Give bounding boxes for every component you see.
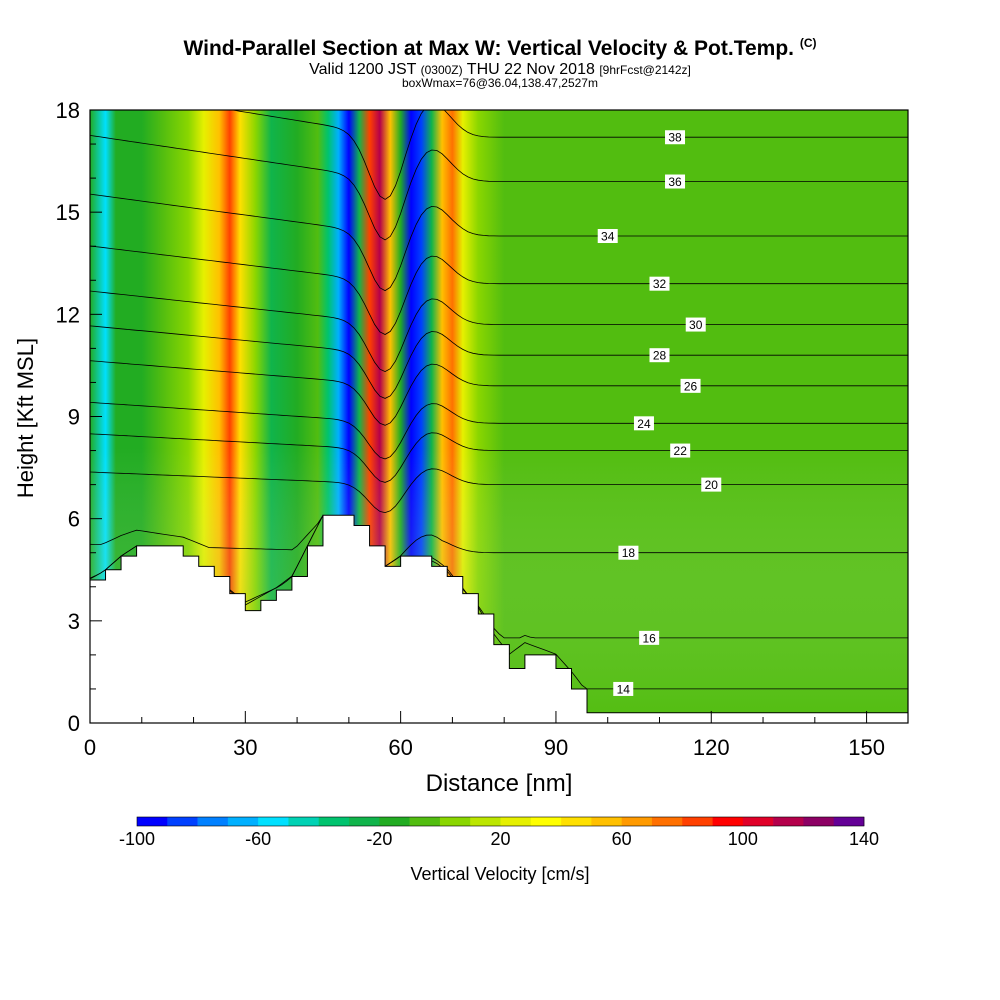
y-tick-label: 18 — [56, 98, 80, 123]
isentrope-label: 18 — [618, 545, 639, 560]
colorbar-swatch — [561, 817, 592, 826]
y-tick-label: 12 — [56, 302, 80, 327]
chart-subtitle: Valid 1200 JST (0300Z) THU 22 Nov 2018 [… — [309, 61, 691, 78]
colorbar-label: Vertical Velocity [cm/s] — [410, 864, 589, 884]
svg-text:34: 34 — [601, 230, 615, 244]
colorbar-tick-label: 20 — [490, 829, 510, 849]
chart-title: Wind-Parallel Section at Max W: Vertical… — [183, 36, 817, 60]
x-tick-label: 0 — [84, 735, 96, 760]
isentrope-line — [90, 514, 908, 567]
isentrope-line — [90, 245, 908, 335]
colorbar-swatch — [651, 817, 683, 826]
colorbar-swatch — [318, 817, 350, 826]
y-axis-label: Height [Kft MSL] — [13, 338, 38, 498]
colorbar-swatch — [470, 817, 501, 826]
colorbar-tick-label: -20 — [366, 829, 392, 849]
y-tick-label: 9 — [68, 405, 80, 430]
isentrope-line — [90, 325, 908, 399]
isentrope-line — [90, 290, 908, 373]
isentrope-label: 24 — [633, 416, 654, 431]
isentrope-line — [90, 402, 908, 460]
isentrope-label: 26 — [680, 378, 701, 393]
svg-text:22: 22 — [674, 444, 688, 458]
colorbar-swatch — [197, 817, 229, 826]
x-axis: 0 30 60 90 120 150 — [84, 711, 885, 760]
x-tick-label: 150 — [848, 735, 885, 760]
svg-text:16: 16 — [642, 631, 656, 645]
svg-text:32: 32 — [653, 277, 667, 291]
colorbar-tick-label: 140 — [849, 829, 879, 849]
svg-text:20: 20 — [705, 478, 719, 492]
x-tick-label: 60 — [388, 735, 412, 760]
isentrope-label: 20 — [701, 477, 722, 492]
x-axis-label: Distance [nm] — [426, 770, 573, 797]
colorbar-swatch — [621, 817, 653, 826]
isentrope-line — [90, 135, 908, 241]
isentrope-label: 32 — [649, 276, 670, 291]
y-axis: 0 3 6 9 12 15 18 — [56, 98, 102, 736]
colorbar-swatch — [500, 817, 532, 826]
isentrope-label: 36 — [665, 174, 686, 189]
isentrope-label: 14 — [613, 681, 634, 696]
y-tick-label: 3 — [68, 609, 80, 634]
isentrope-label: 28 — [649, 348, 670, 363]
x-tick-label: 30 — [233, 735, 257, 760]
isentrope-label: 30 — [685, 317, 706, 332]
chart-box-info: boxWmax=76@36.04,138.47,2527m — [402, 76, 598, 90]
colorbar-swatch — [258, 817, 289, 826]
svg-text:18: 18 — [622, 546, 636, 560]
terrain-profile — [90, 514, 908, 723]
colorbar-swatch — [773, 817, 804, 826]
svg-text:36: 36 — [668, 175, 682, 189]
colorbar-swatch — [833, 817, 865, 826]
svg-text:14: 14 — [617, 682, 631, 696]
colorbar-tick-label: 60 — [612, 829, 632, 849]
isentrope-label: 22 — [670, 443, 691, 458]
isentrope-label: 38 — [665, 130, 686, 145]
colorbar: -100 -60 -20 20 60 100 140 — [119, 816, 879, 849]
svg-text:24: 24 — [637, 417, 651, 431]
colorbar-swatch — [137, 817, 168, 826]
colorbar-swatch — [803, 817, 835, 826]
colorbar-swatch — [682, 817, 713, 826]
colorbar-swatch — [409, 817, 441, 826]
colorbar-swatch — [288, 817, 320, 826]
isentrope-label: 34 — [597, 229, 618, 244]
colorbar-swatch — [167, 817, 198, 826]
isentrope-label: 16 — [639, 630, 660, 645]
colorbar-swatch — [439, 817, 471, 826]
svg-text:28: 28 — [653, 349, 667, 363]
svg-text:38: 38 — [668, 131, 682, 145]
x-tick-label: 120 — [693, 735, 730, 760]
isentrope-line — [90, 468, 908, 514]
colorbar-swatch — [742, 817, 774, 826]
colorbar-tick-label: 100 — [728, 829, 758, 849]
isentrope-line — [229, 110, 908, 200]
colorbar-swatch — [712, 817, 744, 826]
isentrope-line — [90, 360, 908, 426]
colorbar-swatch — [379, 817, 410, 826]
isentrope-labels: 14 16 18 20 22 24 26 28 30 32 34 36 38 — [597, 130, 722, 696]
y-tick-label: 15 — [56, 200, 80, 225]
y-tick-label: 0 — [68, 711, 80, 736]
isentrope-line — [90, 193, 908, 292]
colorbar-frame — [136, 816, 865, 827]
x-tick-label: 90 — [544, 735, 568, 760]
colorbar-swatch — [349, 817, 380, 826]
y-tick-label: 6 — [68, 507, 80, 532]
colorbar-swatch — [227, 817, 259, 826]
isentrope-lines — [90, 110, 908, 690]
svg-text:26: 26 — [684, 379, 698, 393]
isentrope-line — [90, 432, 908, 483]
colorbar-tick-label: -100 — [119, 829, 155, 849]
colorbar-swatch — [591, 817, 622, 826]
svg-text:30: 30 — [689, 318, 703, 332]
colorbar-tick-label: -60 — [245, 829, 271, 849]
colorbar-swatch — [530, 817, 562, 826]
